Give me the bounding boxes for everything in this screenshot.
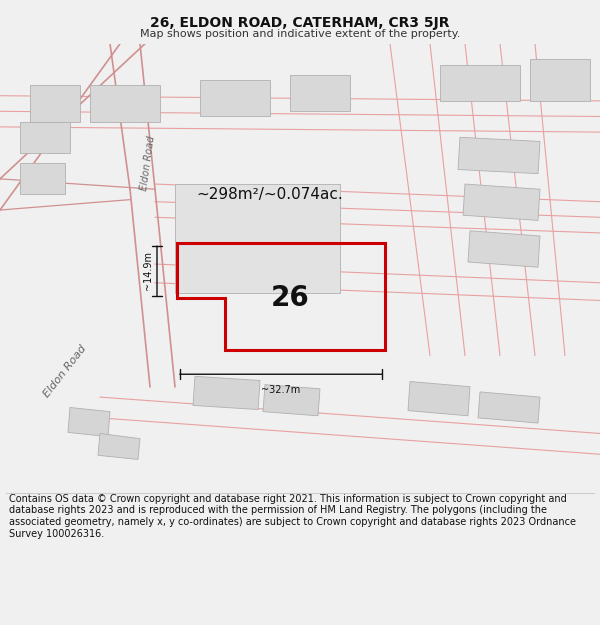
Polygon shape bbox=[458, 138, 540, 174]
Polygon shape bbox=[263, 384, 320, 416]
Text: Contains OS data © Crown copyright and database right 2021. This information is : Contains OS data © Crown copyright and d… bbox=[9, 494, 576, 539]
Text: ~298m²/~0.074ac.: ~298m²/~0.074ac. bbox=[197, 187, 343, 202]
Polygon shape bbox=[68, 408, 110, 437]
Polygon shape bbox=[463, 184, 540, 221]
Polygon shape bbox=[530, 59, 590, 101]
Polygon shape bbox=[90, 86, 160, 122]
Polygon shape bbox=[193, 376, 260, 409]
Text: Eldon Road: Eldon Road bbox=[41, 343, 88, 399]
Polygon shape bbox=[290, 75, 350, 111]
Polygon shape bbox=[175, 184, 340, 293]
Text: ~32.7m: ~32.7m bbox=[262, 384, 301, 394]
Polygon shape bbox=[20, 122, 70, 153]
Polygon shape bbox=[98, 434, 140, 459]
Text: Map shows position and indicative extent of the property.: Map shows position and indicative extent… bbox=[140, 29, 460, 39]
Polygon shape bbox=[440, 64, 520, 101]
Text: 26: 26 bbox=[271, 284, 310, 312]
Polygon shape bbox=[468, 231, 540, 268]
Text: ~14.9m: ~14.9m bbox=[143, 251, 153, 291]
Polygon shape bbox=[30, 86, 80, 122]
Text: Eldon Road: Eldon Road bbox=[139, 135, 157, 191]
Polygon shape bbox=[408, 381, 470, 416]
Polygon shape bbox=[478, 392, 540, 423]
Polygon shape bbox=[200, 80, 270, 116]
Polygon shape bbox=[20, 163, 65, 194]
Text: 26, ELDON ROAD, CATERHAM, CR3 5JR: 26, ELDON ROAD, CATERHAM, CR3 5JR bbox=[150, 16, 450, 30]
